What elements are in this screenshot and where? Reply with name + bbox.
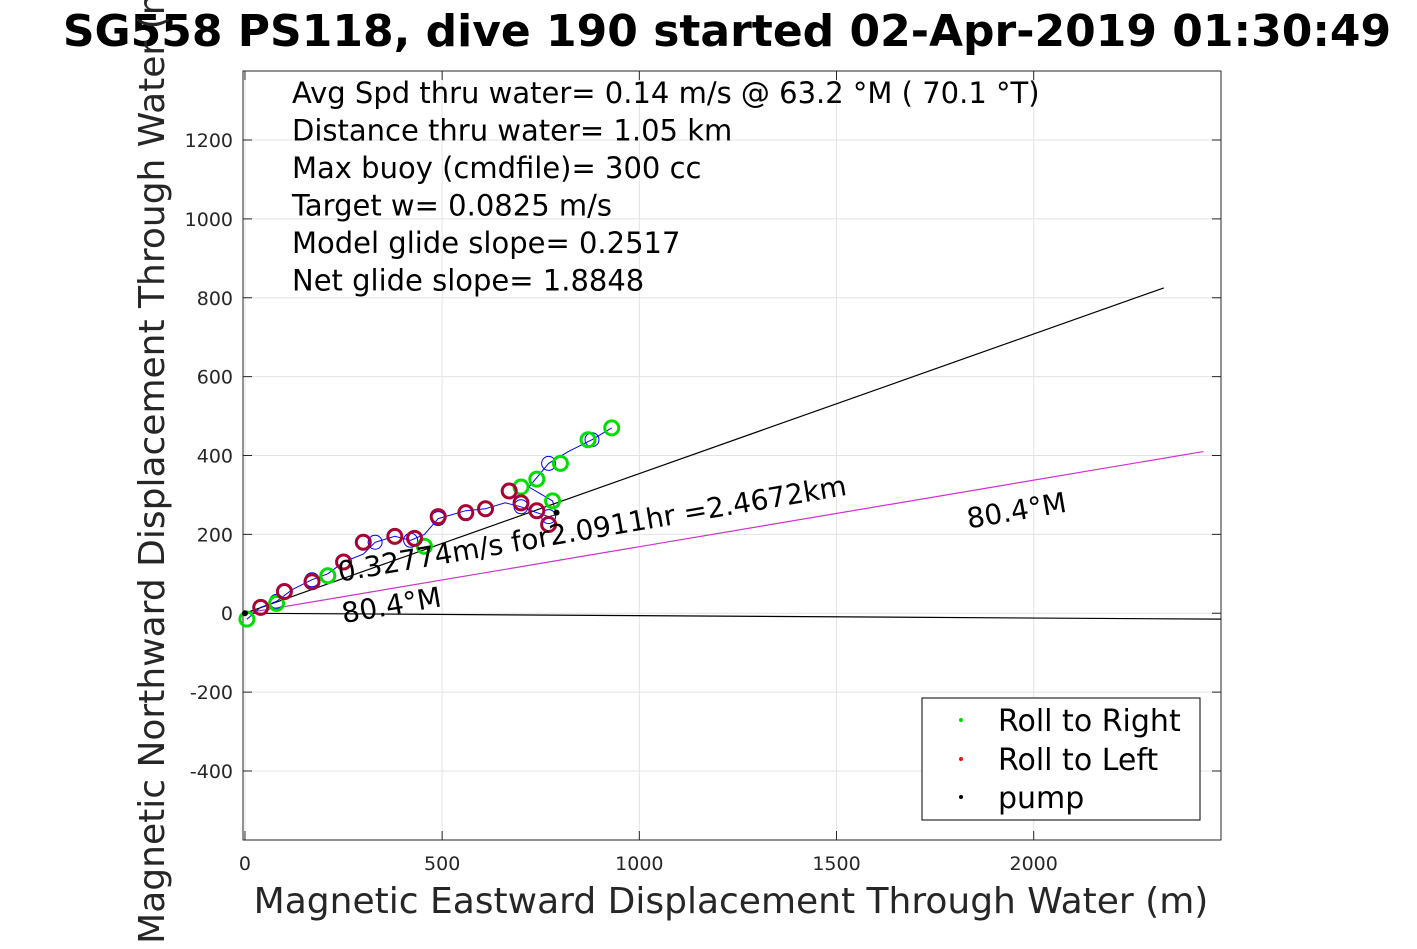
y-tick-label: -400	[190, 761, 233, 783]
roll-left-marker	[386, 527, 404, 545]
info-line: Distance thru water= 1.05 km	[292, 114, 732, 148]
y-tick-label: -200	[190, 682, 233, 704]
reference-line-current-80-4	[244, 450, 1204, 614]
info-line: Max buoy (cmdfile)= 300 cc	[292, 151, 701, 185]
legend-label-roll-left: Roll to Left	[998, 743, 1158, 778]
grid	[243, 71, 1221, 840]
y-tick-label: 400	[197, 446, 233, 468]
pump-marker	[241, 610, 248, 617]
legend-label-roll-right: Roll to Right	[998, 704, 1181, 739]
roll-right-marker	[268, 594, 286, 612]
roll-right-marker	[551, 454, 569, 472]
info-line: Net glide slope= 1.8848	[292, 264, 644, 298]
roll-left-marker	[512, 494, 530, 512]
legend: Roll to Right Roll to Left pump	[921, 697, 1201, 821]
roll-left-marker	[540, 516, 558, 534]
x-tick-label: 1000	[615, 853, 663, 875]
roll-left-marker	[335, 553, 353, 571]
roll-left-marker	[477, 500, 495, 518]
roll-left-marker	[429, 508, 447, 526]
y-axis-label: Magnetic Northward Displacement Through …	[132, 0, 173, 944]
roll-left-marker	[275, 583, 293, 601]
track-line	[246, 427, 612, 620]
info-text-block: Avg Spd thru water= 0.14 m/s @ 63.2 °M (…	[291, 76, 1040, 298]
x-tick-label: 1500	[812, 853, 860, 875]
roll-right-marker	[319, 567, 337, 585]
reference-line-line-to-east	[244, 612, 1222, 620]
roll-left-marker	[406, 529, 424, 547]
data-layer	[238, 287, 1222, 628]
y-tick-label: 800	[197, 288, 233, 310]
track-loop	[541, 455, 557, 471]
x-tick-label: 2000	[1010, 853, 1058, 875]
x-axis-label: Magnetic Eastward Displacement Through W…	[254, 881, 1209, 922]
legend-box	[921, 697, 1201, 821]
roll-left-marker	[500, 482, 518, 500]
x-tick-label: 500	[424, 853, 460, 875]
legend-marker-roll-left	[959, 757, 963, 761]
info-line: Avg Spd thru water= 0.14 m/s @ 63.2 °M (…	[292, 76, 1040, 110]
chart-title: SG558 PS118, dive 190 started 02-Apr-201…	[63, 6, 1391, 57]
roll-left-marker	[252, 598, 270, 616]
pump-marker	[553, 509, 560, 516]
legend-marker-roll-right	[959, 718, 963, 722]
roll-right-marker	[528, 470, 546, 488]
roll-left-marker	[354, 533, 372, 551]
info-line: Target w= 0.0825 m/s	[291, 189, 612, 223]
roll-left-marker	[303, 573, 321, 591]
legend-label-pump: pump	[998, 781, 1084, 816]
y-tick-label: 200	[197, 524, 233, 546]
roll-right-marker	[603, 419, 621, 437]
legend-marker-pump	[959, 795, 963, 799]
roll-left-marker	[457, 504, 475, 522]
reference-line-line-to-ne	[244, 287, 1165, 614]
y-tick-label: 0	[221, 603, 233, 625]
info-line: Model glide slope= 0.2517	[292, 226, 680, 260]
roll-right-marker	[579, 431, 597, 449]
axes: 0 500 1000 1500 2000 -400 -200 0 200 400 600 800 100…	[185, 70, 1222, 875]
y-tick-label: 600	[197, 367, 233, 389]
y-tick-label: 1200	[185, 130, 233, 152]
roll-left-marker	[528, 502, 546, 520]
y-tick-label: 1000	[185, 209, 233, 231]
roll-right-marker	[544, 492, 562, 510]
x-tick-label: 0	[239, 853, 251, 875]
track-loop	[367, 534, 383, 550]
